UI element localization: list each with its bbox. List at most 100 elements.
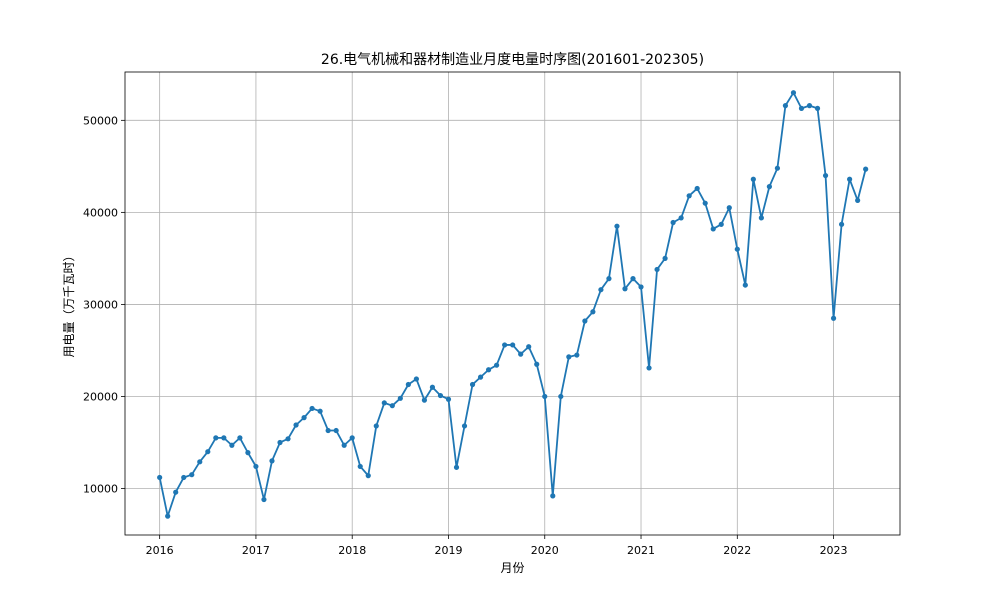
data-point: [863, 166, 869, 172]
x-axis-label: 月份: [500, 561, 524, 575]
data-point: [622, 286, 628, 292]
data-point: [157, 474, 163, 481]
data-point: [469, 381, 476, 388]
x-tick-label: 2016: [146, 544, 174, 557]
data-point: [518, 351, 524, 357]
data-point: [774, 165, 781, 171]
data-point: [750, 176, 756, 182]
data-point: [614, 223, 620, 229]
grid-lines: [125, 72, 900, 535]
plot-area-frame: [124, 71, 901, 536]
x-tick-label: 2017: [242, 544, 270, 557]
data-point: [590, 309, 596, 315]
data-point: [606, 276, 612, 282]
data-point: [662, 255, 668, 261]
x-tick-label: 2022: [723, 544, 751, 557]
data-point: [782, 103, 789, 109]
data-point: [181, 474, 187, 481]
data-point: [550, 493, 556, 499]
x-tick-label: 2020: [531, 544, 559, 557]
y-tick-label: 10000: [83, 483, 118, 496]
data-point: [734, 246, 740, 252]
data-point: [798, 105, 805, 111]
data-point: [630, 276, 636, 282]
x-tick-label: 2019: [434, 544, 462, 557]
data-point: [421, 397, 428, 403]
data-point: [253, 463, 259, 470]
data-point: [766, 184, 772, 190]
axis-ticks: 2016 2017 2018 2019 2020 2021 2022 2023 10000 200…: [83, 114, 848, 557]
y-tick-label: 40000: [83, 206, 118, 219]
data-point: [526, 344, 532, 350]
data-point: [710, 226, 716, 232]
data-point: [638, 284, 644, 290]
data-point: [365, 473, 371, 479]
data-point: [349, 435, 355, 441]
data-point: [405, 381, 411, 388]
data-point: [357, 463, 363, 470]
data-point: [702, 200, 708, 206]
chart-title: 26.电气机械和器材制造业月度电量时序图(201601-202305): [321, 52, 704, 68]
y-tick-label: 20000: [83, 390, 118, 403]
data-point: [822, 172, 829, 179]
data-point: [758, 215, 764, 221]
data-point: [381, 400, 387, 406]
data-point: [806, 103, 813, 109]
data-point: [838, 221, 845, 227]
data-point: [317, 408, 323, 414]
data-points: [157, 90, 869, 519]
data-point: [686, 193, 692, 199]
data-point: [413, 376, 419, 382]
data-point: [205, 449, 211, 455]
data-point: [325, 427, 331, 434]
data-point: [855, 197, 861, 204]
data-point: [510, 342, 516, 348]
data-point: [542, 393, 548, 400]
data-point: [534, 361, 540, 367]
data-point: [830, 315, 837, 321]
data-point: [453, 464, 460, 470]
data-point: [814, 105, 821, 111]
data-point: [341, 442, 347, 448]
data-point: [229, 442, 235, 448]
data-point: [485, 367, 492, 373]
data-point: [429, 384, 436, 390]
data-point: [742, 282, 748, 288]
data-point: [333, 427, 339, 434]
x-tick-label: 2018: [338, 544, 366, 557]
data-point: [373, 423, 379, 429]
data-point: [694, 185, 700, 192]
data-point: [790, 90, 797, 96]
data-point: [494, 362, 500, 368]
data-point: [277, 439, 283, 446]
data-point: [437, 392, 444, 399]
x-tick-label: 2021: [627, 544, 655, 557]
data-point: [678, 215, 684, 221]
data-point: [598, 287, 604, 293]
data-point: [189, 472, 195, 478]
x-tick-label: 2023: [820, 544, 848, 557]
data-point: [445, 396, 452, 402]
data-point: [173, 489, 179, 495]
data-point: [309, 405, 315, 412]
y-axis-label: 用电量（万千瓦时）: [62, 249, 76, 357]
data-point: [582, 318, 588, 324]
data-point: [558, 393, 564, 400]
data-point: [654, 266, 660, 273]
data-point: [261, 496, 267, 503]
data-point: [285, 436, 291, 442]
data-point: [293, 422, 299, 428]
data-point: [165, 513, 171, 519]
data-point: [574, 352, 580, 358]
data-point: [389, 403, 395, 409]
data-point: [213, 435, 219, 441]
data-point: [461, 423, 468, 429]
data-point: [718, 221, 724, 227]
data-point: [237, 435, 243, 441]
data-point: [301, 415, 307, 421]
data-point: [197, 459, 203, 465]
data-point: [269, 458, 275, 464]
data-point: [245, 450, 251, 456]
data-point: [847, 176, 853, 182]
